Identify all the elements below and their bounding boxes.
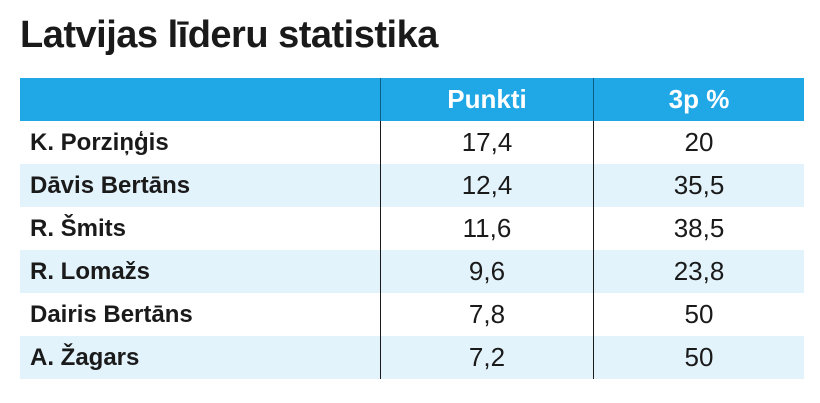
table-title: Latvijas līderu statistika xyxy=(20,14,438,56)
table-row: K. Porziņģis 17,4 20 xyxy=(20,121,804,164)
punkti-value: 11,6 xyxy=(380,207,593,250)
player-name: K. Porziņģis xyxy=(30,128,169,156)
table-row: Dāvis Bertāns 12,4 35,5 xyxy=(20,164,804,207)
punkti-value: 7,2 xyxy=(380,336,593,379)
three-pct-value: 20 xyxy=(593,121,804,164)
stats-table: Punkti 3p % K. Porziņģis 17,4 20 Dāvis B… xyxy=(20,78,804,379)
player-name: R. Šmits xyxy=(30,214,127,242)
player-name: Dāvis Bertāns xyxy=(30,171,191,199)
three-pct-value: 38,5 xyxy=(593,207,804,250)
punkti-value: 12,4 xyxy=(380,164,593,207)
three-pct-value: 35,5 xyxy=(593,164,804,207)
table-row: R. Lomažs 9,6 23,8 xyxy=(20,250,804,293)
punkti-value: 7,8 xyxy=(380,293,593,336)
table-row: A. Žagars 7,2 50 xyxy=(20,336,804,379)
player-name: Dairis Bertāns xyxy=(30,300,193,328)
table-row: R. Šmits 11,6 38,5 xyxy=(20,207,804,250)
punkti-value: 9,6 xyxy=(380,250,593,293)
header-punkti: Punkti xyxy=(380,78,593,121)
punkti-value: 17,4 xyxy=(380,121,593,164)
header-player xyxy=(20,78,380,121)
three-pct-value: 50 xyxy=(593,293,804,336)
three-pct-value: 23,8 xyxy=(593,250,804,293)
player-name: A. Žagars xyxy=(30,343,140,371)
three-pct-value: 50 xyxy=(593,336,804,379)
player-name: R. Lomažs xyxy=(30,257,151,285)
table-row: Dairis Bertāns 7,8 50 xyxy=(20,293,804,336)
header-3p-percent: 3p % xyxy=(593,78,804,121)
table-header-row: Punkti 3p % xyxy=(20,78,804,121)
